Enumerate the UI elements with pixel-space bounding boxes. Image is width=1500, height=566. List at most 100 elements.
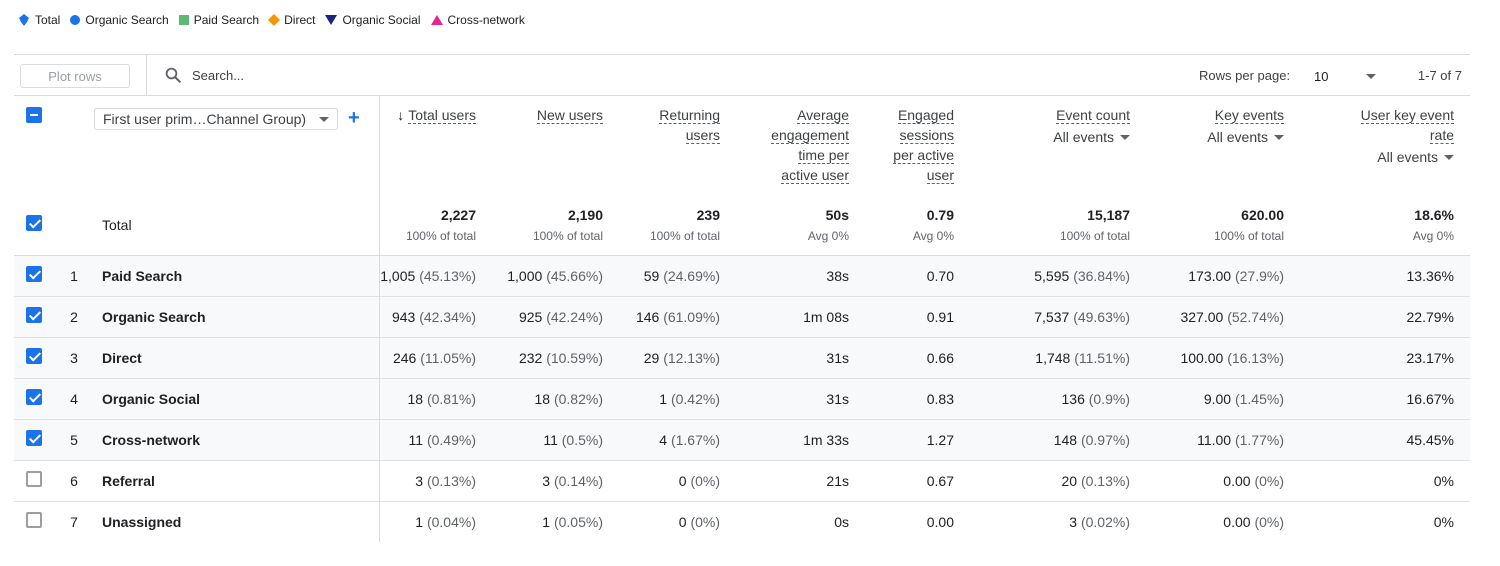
metric-value: 232 [518,349,543,366]
dimension-value: Referral [94,460,380,501]
metric-cell: 1,748 (11.51%) [970,337,1146,378]
metric-value: 31s [826,390,849,407]
metric-cell: 38s [736,255,865,296]
metric-percent: (42.34%) [419,308,476,325]
select-all-checkbox[interactable] [26,107,42,123]
total-checkbox[interactable] [26,215,42,232]
column-header-label: Event count [1056,107,1130,124]
metric-value: 0.83 [926,390,954,407]
column-header-label: Average [797,107,849,124]
table-row[interactable]: 3 Direct 246 (11.05%) 232 (10.59%) 29 (12.13… [14,337,1470,378]
metric-value: 3 [415,472,424,489]
metric-cell: 0.83 [865,378,970,419]
row-index: 4 [70,390,78,407]
column-header-label: rate [1429,127,1454,144]
metric-cell: 59 (24.69%) [619,255,736,296]
event-filter-label: All events [1053,129,1114,145]
total-value: 50s [825,206,849,223]
metric-cell: 13.36% [1300,255,1470,296]
metric-value: 4 [659,431,668,448]
metric-value: 1.27 [926,431,954,448]
row-checkbox[interactable] [26,512,42,529]
metric-cell: 1 (0.05%) [492,501,619,542]
metric-percent: (0.13%) [426,472,476,489]
legend-item[interactable]: Total [18,13,60,27]
row-index: 6 [70,472,78,489]
event-filter-select[interactable]: All events [1207,127,1284,147]
metric-cell: 0.70 [865,255,970,296]
search-input[interactable] [192,65,492,85]
column-header[interactable]: Engaged sessions per active user [865,95,970,195]
total-cell: 239 100% of total [619,195,736,255]
table-row[interactable]: 1 Paid Search 1,005 (45.13%) 1,000 (45.66%)… [14,255,1470,296]
metric-value: 146 [635,308,660,325]
metric-value: 0 [678,513,687,530]
metric-percent: (0%) [690,472,720,489]
metric-percent: (52.74%) [1227,308,1284,325]
row-checkbox[interactable] [26,430,42,446]
metric-cell: 3 (0.02%) [970,501,1146,542]
report-table: First user prim…Channel Group) + ↓ Total … [14,95,1470,542]
metric-value: 11 [408,431,424,448]
total-value: 0.79 [926,206,954,223]
metric-percent: (36.84%) [1073,267,1130,284]
column-header[interactable]: ↓ Total users [379,95,492,195]
total-subtext: Avg 0% [1412,228,1454,243]
add-dimension-icon[interactable]: + [348,107,360,129]
row-checkbox[interactable] [26,471,42,487]
row-checkbox[interactable] [26,266,42,282]
dimension-value: Paid Search [94,255,380,296]
metric-value: 148 [1053,431,1078,448]
column-header[interactable]: Average engagement time per active user [736,95,865,195]
column-header-label: User key event [1360,107,1454,124]
metric-percent: (0.5%) [561,431,603,448]
metric-percent: (12.13%) [663,349,720,366]
legend-item[interactable]: Direct [268,13,315,27]
legend-item[interactable]: Organic Social [325,13,421,27]
toolbar-divider [146,55,147,95]
column-header[interactable]: Event count All events [970,95,1146,195]
dimension-select[interactable]: First user prim…Channel Group) [94,108,338,130]
event-filter-select[interactable]: All events [1053,127,1130,147]
sort-down-arrow-icon[interactable]: ↓ [397,107,405,123]
column-header[interactable]: Key events All events [1146,95,1300,195]
table-row[interactable]: 5 Cross-network 11 (0.49%) 11 (0.5%) 4 (1.67… [14,419,1470,460]
metric-percent: (0.82%) [553,390,603,407]
metric-percent: (0.49%) [426,431,476,448]
table-row[interactable]: 6 Referral 3 (0.13%) 3 (0.14%) 0 (0%) 21s 0.67… [14,460,1470,501]
total-cell: 18.6% Avg 0% [1300,195,1470,255]
event-filter-select[interactable]: All events [1377,147,1454,167]
table-row[interactable]: 2 Organic Search 943 (42.34%) 925 (42.24%) 1… [14,296,1470,337]
metric-value: 0.00 [1223,472,1251,489]
row-checkbox[interactable] [26,389,42,405]
metric-value: 3 [1069,513,1078,530]
total-value: 2,227 [440,206,476,223]
legend-item[interactable]: Paid Search [178,13,259,27]
metric-percent: (1.77%) [1234,431,1284,448]
metric-percent: (0.97%) [1080,431,1130,448]
column-header-label: per active [893,147,954,164]
metric-cell: 18 (0.82%) [492,378,619,419]
row-checkbox[interactable] [26,348,42,364]
rows-per-page-select[interactable]: 10 [1314,66,1376,86]
metric-value: 22.79% [1406,308,1454,325]
metric-value: 9.00 [1203,390,1232,407]
row-checkbox[interactable] [26,307,42,323]
metric-cell: 16.67% [1300,378,1470,419]
column-header[interactable]: New users [492,95,619,195]
metric-cell: 21s [736,460,865,501]
header-row: First user prim…Channel Group) + ↓ Total … [14,95,1470,195]
metric-value: 11 [543,431,558,448]
row-index: 3 [70,349,78,366]
plot-rows-button[interactable]: Plot rows [20,64,130,88]
legend-item[interactable]: Organic Search [70,13,169,27]
metric-percent: (0.04%) [426,513,476,530]
legend-label: Total [35,13,61,27]
table-row[interactable]: 7 Unassigned 1 (0.04%) 1 (0.05%) 0 (0%) 0s 0.0… [14,501,1470,542]
table-row[interactable]: 4 Organic Social 18 (0.81%) 18 (0.82%) 1 (0.… [14,378,1470,419]
column-header[interactable]: User key event rate All events [1300,95,1470,195]
legend-item[interactable]: Cross-network [430,13,525,27]
column-header[interactable]: Returning users [619,95,736,195]
metric-cell: 327.00 (52.74%) [1146,296,1300,337]
total-icon-icon [19,14,29,26]
